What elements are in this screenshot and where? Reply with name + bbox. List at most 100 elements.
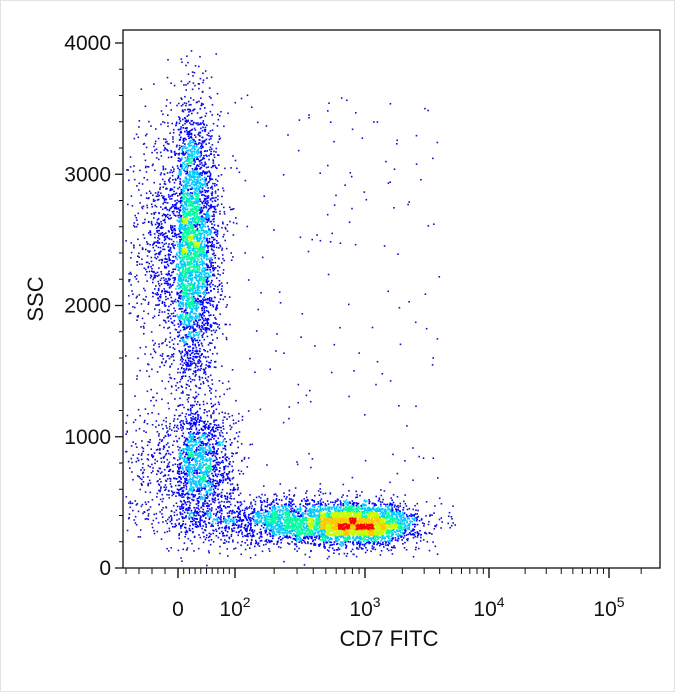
data-point: [168, 286, 171, 289]
data-point: [153, 404, 155, 407]
data-point: [197, 525, 200, 528]
data-point: [187, 165, 190, 167]
data-point: [186, 217, 188, 219]
data-point: [169, 336, 172, 339]
data-point: [172, 136, 174, 138]
data-point: [166, 427, 168, 429]
data-point: [177, 282, 179, 284]
data-point: [197, 209, 199, 211]
data-point: [215, 211, 217, 213]
data-point: [194, 345, 197, 347]
data-point: [204, 182, 206, 185]
data-point: [208, 284, 211, 286]
data-point: [182, 448, 185, 450]
data-point: [147, 312, 150, 315]
data-point: [146, 204, 148, 207]
data-point: [203, 213, 205, 215]
data-point: [173, 277, 176, 280]
data-point: [158, 484, 161, 486]
data-point: [189, 362, 192, 364]
data-point: [188, 145, 190, 147]
data-point: [157, 217, 160, 220]
data-point: [192, 373, 194, 375]
data-point: [186, 326, 188, 328]
data-point: [137, 212, 140, 215]
data-point: [204, 293, 207, 296]
data-point: [208, 181, 210, 183]
data-point: [222, 298, 225, 301]
data-point: [176, 144, 178, 147]
data-point: [159, 295, 161, 298]
data-point: [188, 263, 191, 266]
data-point: [179, 285, 181, 287]
data-point: [195, 329, 197, 331]
data-point: [204, 286, 207, 289]
data-point: [138, 476, 140, 478]
data-point: [198, 65, 200, 68]
data-point: [189, 345, 191, 348]
data-point: [177, 387, 180, 389]
data-point: [199, 55, 201, 58]
data-point: [158, 489, 160, 492]
data-point: [204, 486, 206, 488]
data-point: [188, 301, 190, 304]
data-point: [196, 153, 199, 155]
data-point: [159, 279, 162, 282]
data-point: [190, 103, 192, 106]
data-point: [180, 424, 183, 427]
data-point: [225, 247, 228, 250]
data-point: [191, 205, 194, 208]
data-point: [200, 206, 202, 209]
data-point: [172, 205, 175, 208]
data-point: [163, 233, 166, 235]
data-point: [207, 166, 210, 168]
data-point: [212, 122, 215, 125]
data-point: [193, 506, 195, 509]
data-point: [179, 314, 182, 316]
data-point: [146, 280, 148, 282]
data-point: [216, 167, 218, 170]
data-point: [167, 312, 170, 315]
data-point: [164, 207, 166, 209]
data-point: [145, 171, 148, 173]
data-point: [185, 176, 187, 179]
data-point: [196, 321, 199, 324]
data-point: [201, 336, 204, 339]
data-point: [203, 243, 206, 245]
data-point: [155, 128, 157, 130]
data-point: [207, 280, 210, 282]
data-point: [174, 463, 177, 465]
data-point: [198, 245, 200, 248]
data-point: [133, 165, 135, 167]
data-point: [163, 364, 166, 367]
data-point: [204, 191, 207, 194]
data-point: [153, 315, 156, 318]
data-point: [188, 336, 191, 338]
data-point: [206, 292, 208, 294]
data-point: [231, 441, 233, 444]
data-point: [175, 509, 178, 512]
data-point: [198, 155, 201, 158]
data-point: [161, 258, 164, 261]
data-point: [188, 385, 191, 387]
data-point: [222, 222, 224, 225]
data-point: [141, 248, 144, 251]
data-point: [175, 179, 177, 181]
data-point: [200, 191, 202, 194]
data-point: [194, 161, 196, 163]
data-point: [174, 315, 177, 317]
data-point: [165, 266, 168, 268]
data-point: [165, 105, 168, 107]
data-point: [180, 131, 183, 134]
data-point: [182, 328, 185, 331]
data-point: [184, 481, 187, 484]
data-point: [190, 151, 193, 153]
data-point: [198, 282, 201, 285]
data-point: [203, 189, 206, 192]
data-point: [204, 470, 206, 472]
data-point: [141, 440, 143, 442]
data-point: [195, 229, 197, 231]
data-point: [193, 208, 196, 210]
data-point: [160, 457, 162, 460]
data-point: [204, 70, 207, 72]
